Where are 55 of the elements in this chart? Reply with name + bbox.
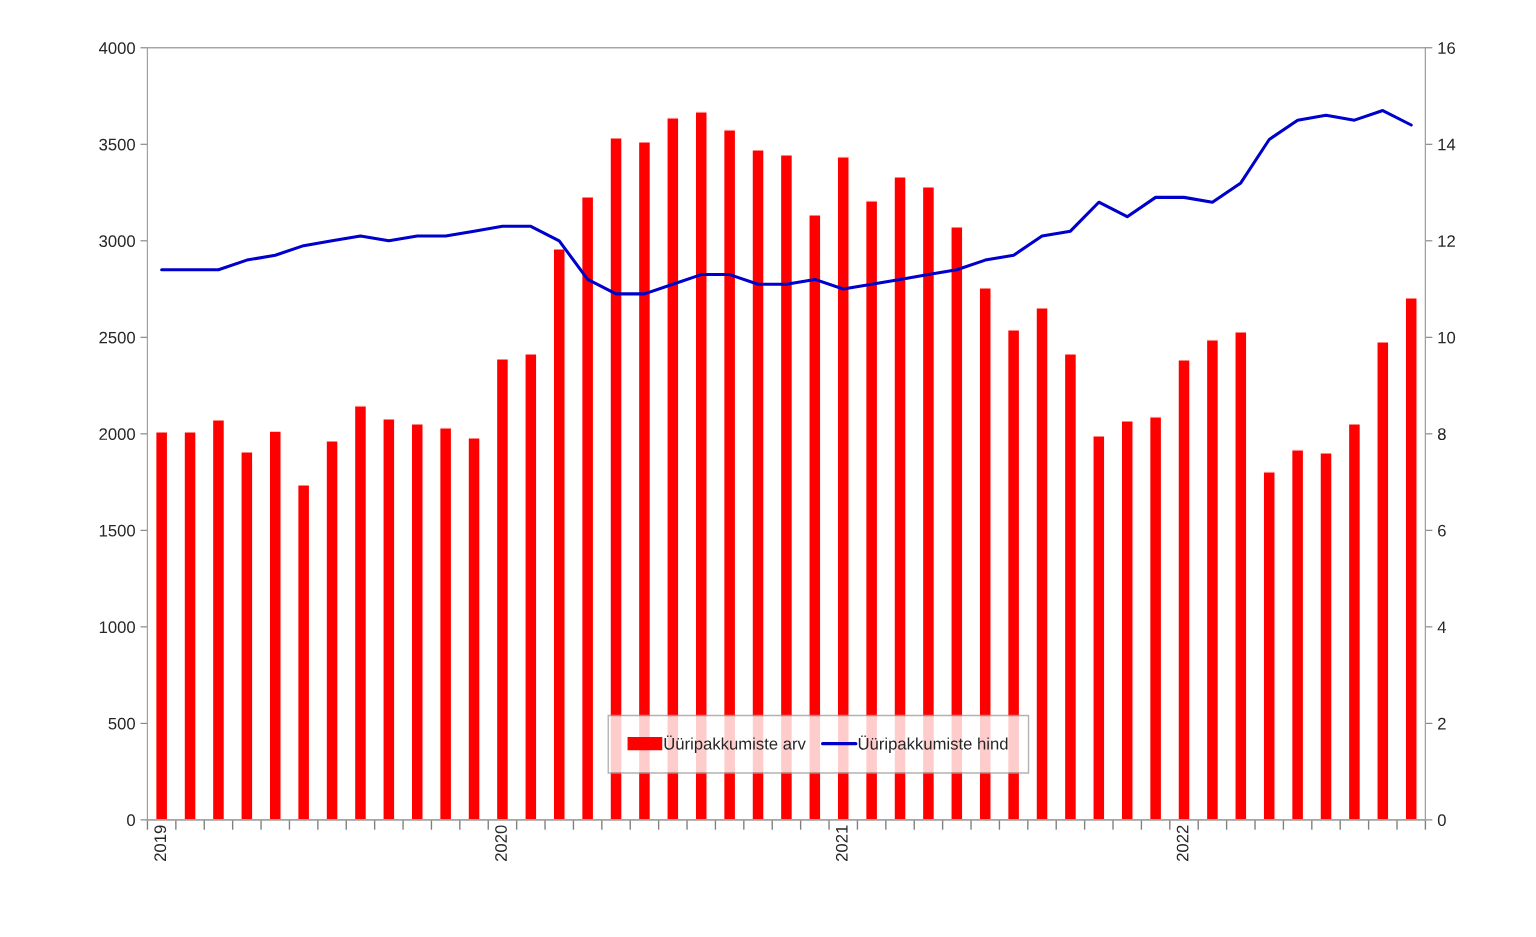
y-tick-label: 1500 xyxy=(99,524,135,537)
bar xyxy=(1234,331,1248,820)
bar xyxy=(524,353,538,820)
bar xyxy=(183,431,197,820)
bar xyxy=(240,451,254,820)
line-series xyxy=(160,108,1413,296)
bar xyxy=(495,358,510,820)
y2-tick-label: 10 xyxy=(1438,331,1456,344)
bar xyxy=(1376,341,1390,820)
y2-tick-label: 16 xyxy=(1438,42,1456,54)
bar xyxy=(1063,353,1078,820)
y2-tick-label: 4 xyxy=(1437,621,1446,633)
y2-tick-label: 14 xyxy=(1438,138,1456,151)
y2-tick-label: 0 xyxy=(1437,814,1446,827)
y-tick-label: 1000 xyxy=(99,621,135,634)
y-tick-label: 3500 xyxy=(99,138,135,151)
bar xyxy=(1035,307,1049,820)
bar xyxy=(467,437,481,820)
y-tick-label: 3000 xyxy=(99,235,135,248)
y-tick-label: 2500 xyxy=(99,331,135,344)
bar xyxy=(154,431,169,820)
y-tick-label: 0 xyxy=(127,814,135,827)
bar xyxy=(296,484,311,820)
bar xyxy=(268,430,282,820)
legend-label: Üüripakkumiste arv xyxy=(664,735,806,753)
bar xyxy=(1177,359,1191,820)
bar xyxy=(1319,452,1333,820)
y2-tick-label: 8 xyxy=(1437,428,1446,441)
bar xyxy=(1347,423,1362,820)
bar xyxy=(1120,420,1134,820)
y2-tick-label: 6 xyxy=(1438,524,1446,537)
legend-label: Üüripakkumiste hind xyxy=(858,735,1008,753)
x-tick-label: 2020 xyxy=(495,825,507,861)
bar xyxy=(353,405,368,820)
bar xyxy=(1092,435,1106,820)
bar xyxy=(325,440,339,820)
bar xyxy=(1404,297,1418,820)
bar xyxy=(382,418,396,820)
bar xyxy=(438,427,453,820)
bar xyxy=(1290,449,1305,820)
x-tick-label: 2022 xyxy=(1176,825,1189,861)
y-tick-label: 4000 xyxy=(98,42,135,54)
bar xyxy=(410,423,424,820)
y-tick-label: 2000 xyxy=(99,428,135,441)
bar xyxy=(1205,339,1220,820)
y2-tick-label: 12 xyxy=(1438,235,1455,247)
x-tick-label: 2019 xyxy=(154,825,167,861)
bar xyxy=(580,196,595,820)
y2-tick-label: 2 xyxy=(1438,717,1446,730)
bar xyxy=(552,248,566,820)
x-tick-label: 2021 xyxy=(835,825,848,861)
bar xyxy=(1148,416,1163,820)
bar xyxy=(1262,471,1276,820)
bar xyxy=(211,419,226,820)
y-tick-label: 500 xyxy=(108,717,135,730)
